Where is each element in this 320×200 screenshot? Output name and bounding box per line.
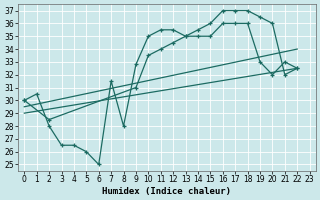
X-axis label: Humidex (Indice chaleur): Humidex (Indice chaleur) (102, 187, 231, 196)
